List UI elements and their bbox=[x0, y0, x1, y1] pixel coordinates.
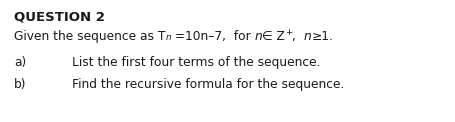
Text: a): a) bbox=[14, 56, 26, 69]
Text: List the first four terms of the sequence.: List the first four terms of the sequenc… bbox=[72, 56, 320, 69]
Text: ≥1.: ≥1. bbox=[311, 30, 333, 43]
Text: b): b) bbox=[14, 78, 26, 91]
Text: Find the recursive formula for the sequence.: Find the recursive formula for the seque… bbox=[72, 78, 344, 91]
Text: QUESTION 2: QUESTION 2 bbox=[14, 10, 105, 23]
Text: n: n bbox=[165, 32, 171, 41]
Text: Given the sequence as T: Given the sequence as T bbox=[14, 30, 165, 43]
Text: ∈ Z: ∈ Z bbox=[262, 30, 284, 43]
Text: n: n bbox=[303, 30, 311, 43]
Text: n: n bbox=[254, 30, 262, 43]
Text: ,: , bbox=[292, 30, 303, 43]
Text: +: + bbox=[284, 28, 292, 37]
Text: =10n–7,  for: =10n–7, for bbox=[171, 30, 254, 43]
